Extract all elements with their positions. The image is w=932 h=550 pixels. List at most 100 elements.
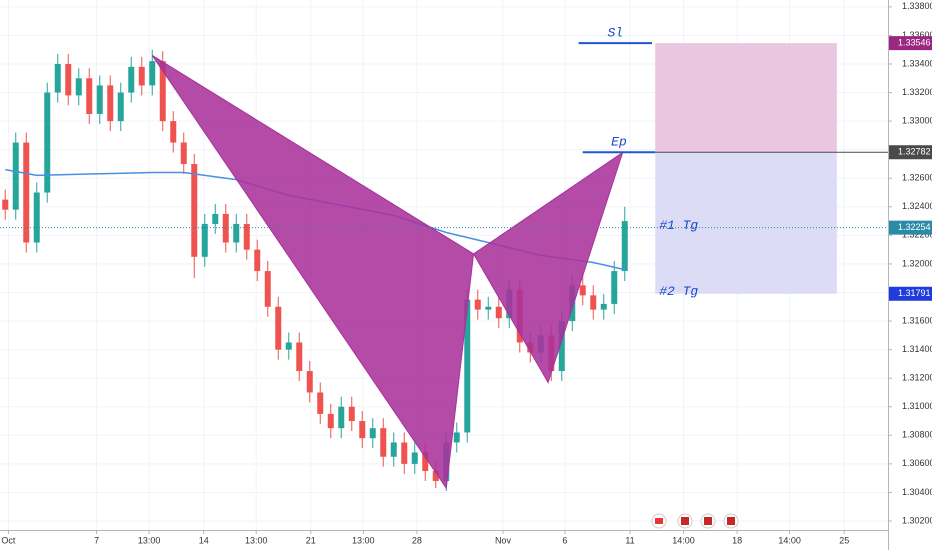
y-tick-label: 1.33000 — [902, 115, 932, 125]
candle-body — [180, 142, 187, 164]
y-tick-label: 1.32000 — [902, 258, 932, 268]
candle-body — [369, 428, 376, 439]
candle-body — [86, 78, 93, 114]
candle-body — [306, 371, 313, 393]
candle-body — [327, 413, 334, 429]
price-label: 1.32782 — [898, 147, 931, 157]
y-tick-label: 1.31000 — [902, 401, 932, 411]
candle-body — [359, 421, 366, 439]
pattern-triangle — [151, 54, 475, 490]
candle-body — [422, 452, 429, 472]
candle-body — [590, 295, 597, 310]
candle-body — [96, 85, 103, 114]
overlay: Sl Ep #1 Tg #2 Tg — [0, 26, 888, 490]
candle-body — [275, 306, 282, 350]
x-tick-label: 25 — [839, 535, 849, 545]
candle-body — [401, 442, 408, 464]
pattern-triangle — [472, 151, 624, 384]
candle-body — [54, 63, 61, 93]
flag — [681, 517, 689, 525]
candle-body — [243, 223, 250, 250]
candle-body — [621, 221, 628, 272]
candle-body — [464, 299, 471, 433]
candle-body — [254, 249, 261, 272]
y-tick-label: 1.33400 — [902, 58, 932, 68]
y-tick-label: 1.31600 — [902, 315, 932, 325]
candle-body — [44, 92, 51, 193]
level-label: Sl — [608, 26, 624, 41]
y-tick-label: 1.30400 — [902, 487, 932, 497]
y-tick-label: 1.32400 — [902, 201, 932, 211]
x-tick-label: 28 — [412, 535, 422, 545]
candle-body — [233, 223, 240, 243]
candle-body — [558, 321, 565, 372]
x-tick-label: 14:00 — [672, 535, 695, 545]
candle-body — [411, 452, 418, 464]
candle-body — [338, 406, 345, 429]
candle-body — [212, 213, 219, 224]
candle-body — [117, 92, 124, 122]
event-icons[interactable] — [651, 513, 739, 529]
candle-body — [128, 66, 135, 93]
candle-body — [600, 303, 607, 310]
x-tick-label: 18 — [732, 535, 742, 545]
candle-body — [170, 121, 177, 143]
flag — [655, 518, 663, 524]
price-label-bg — [889, 220, 932, 235]
candle-body — [432, 471, 439, 482]
x-tick-label: 6 — [562, 535, 567, 545]
y-tick-label: 1.32200 — [902, 230, 932, 240]
candle-body — [222, 213, 229, 243]
x-tick-label: Oct — [1, 535, 16, 545]
y-tick-label: 1.33200 — [902, 87, 932, 97]
y-tick-label: 1.31200 — [902, 373, 932, 383]
candle-body — [453, 432, 460, 443]
target-label: #2 Tg — [659, 284, 698, 299]
candle-body — [495, 306, 502, 319]
candle-body — [2, 199, 9, 210]
y-tick-label: 1.31400 — [902, 344, 932, 354]
candle-body — [285, 342, 292, 350]
stop-zone — [655, 43, 837, 153]
y-tick-label: 1.33600 — [902, 30, 932, 40]
candle-body — [149, 61, 156, 86]
x-tick-label: 13:00 — [245, 535, 268, 545]
flag — [704, 517, 712, 525]
y-tick-label: 1.30800 — [902, 430, 932, 440]
candle-body — [579, 285, 586, 296]
candle-body — [390, 442, 397, 457]
candle-body — [317, 392, 324, 414]
candle-body — [264, 271, 271, 307]
candle-body — [138, 66, 145, 86]
candle-body — [611, 271, 618, 304]
price-label-bg — [889, 286, 932, 301]
y-tick-label: 1.33800 — [902, 1, 932, 11]
candle-body — [201, 223, 208, 257]
candle-body — [485, 306, 492, 310]
price-label: 1.31791 — [898, 288, 931, 298]
candle-body — [348, 406, 355, 422]
candle-body — [33, 192, 40, 243]
y-tick-label: 1.30600 — [902, 458, 932, 468]
x-tick-label: 13:00 — [352, 535, 375, 545]
drawings — [655, 43, 837, 294]
x-tick-label: 7 — [94, 535, 99, 545]
price-label: 1.33546 — [898, 38, 931, 48]
x-tick-label: 14:00 — [778, 535, 801, 545]
candle-body — [191, 163, 198, 257]
candle-body — [23, 142, 30, 243]
candle-body — [75, 78, 82, 96]
x-tick-label: 13:00 — [138, 535, 161, 545]
candle-body — [65, 63, 72, 96]
x-tick-label: 11 — [625, 535, 634, 545]
candle-body — [380, 428, 387, 457]
price-label-bg — [889, 145, 932, 160]
target-label: #1 Tg — [659, 218, 698, 233]
candle-body — [12, 142, 19, 210]
x-tick-label: 21 — [306, 535, 316, 545]
x-tick-label: Nov — [495, 535, 512, 545]
target-zone — [655, 152, 837, 294]
flag — [727, 517, 735, 525]
